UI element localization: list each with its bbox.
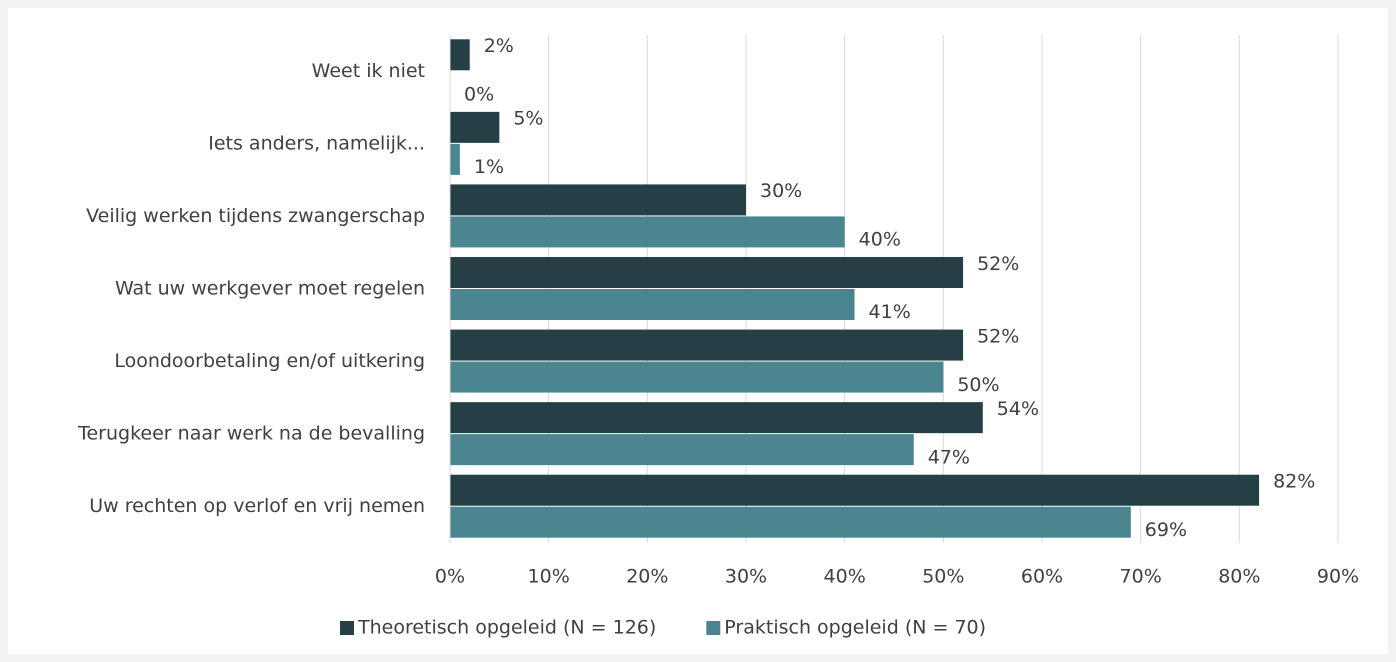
bar <box>450 402 983 434</box>
x-tick-label: 40% <box>824 566 866 588</box>
y-tick-label: Loondoorbetaling en/of uitkering <box>114 350 425 372</box>
data-label: 50% <box>957 374 999 396</box>
y-tick-label: Iets anders, namelijk... <box>208 132 425 154</box>
legend-label: Praktisch opgeleid (N = 70) <box>724 617 986 639</box>
bar <box>450 289 855 320</box>
bar <box>450 361 944 393</box>
data-label: 82% <box>1273 471 1315 493</box>
data-label: 52% <box>977 325 1019 347</box>
data-label: 47% <box>928 446 970 468</box>
legend-swatch <box>340 621 354 635</box>
x-tick-label: 30% <box>725 566 767 588</box>
data-label: 69% <box>1145 519 1187 541</box>
x-tick-label: 70% <box>1120 566 1162 588</box>
bar <box>450 257 964 288</box>
x-tick-label: 20% <box>626 566 668 588</box>
bar <box>450 474 1260 506</box>
y-tick-label: Terugkeer naar werk na de bevalling <box>77 423 425 445</box>
x-tick-label: 0% <box>435 566 465 588</box>
bar <box>450 39 470 71</box>
bar <box>450 143 460 175</box>
bar <box>450 184 746 216</box>
legend-swatch <box>706 621 721 635</box>
data-label: 30% <box>760 180 802 202</box>
data-label: 40% <box>859 229 901 251</box>
bar <box>450 216 845 248</box>
data-label: 0% <box>464 83 494 105</box>
data-label: 2% <box>484 35 514 57</box>
legend-label: Theoretisch opgeleid (N = 126) <box>357 617 656 639</box>
bar <box>450 434 914 466</box>
y-tick-label: Uw rechten op verlof en vrij nemen <box>89 495 425 517</box>
x-tick-label: 10% <box>528 566 570 588</box>
data-label: 1% <box>474 156 504 178</box>
data-label: 5% <box>513 108 543 130</box>
x-tick-label: 90% <box>1317 566 1359 588</box>
x-tick-label: 80% <box>1218 566 1260 588</box>
y-tick-label: Veilig werken tijdens zwangerschap <box>86 205 425 227</box>
data-label: 41% <box>869 301 911 323</box>
y-tick-label: Wat uw werkgever moet regelen <box>115 278 425 300</box>
bar <box>450 329 964 361</box>
y-tick-label: Weet ik niet <box>312 60 425 82</box>
bar <box>450 111 500 143</box>
x-tick-label: 50% <box>922 566 964 588</box>
x-tick-label: 60% <box>1021 566 1063 588</box>
data-label: 54% <box>997 398 1039 420</box>
data-label: 52% <box>977 253 1019 275</box>
bar <box>450 506 1131 538</box>
